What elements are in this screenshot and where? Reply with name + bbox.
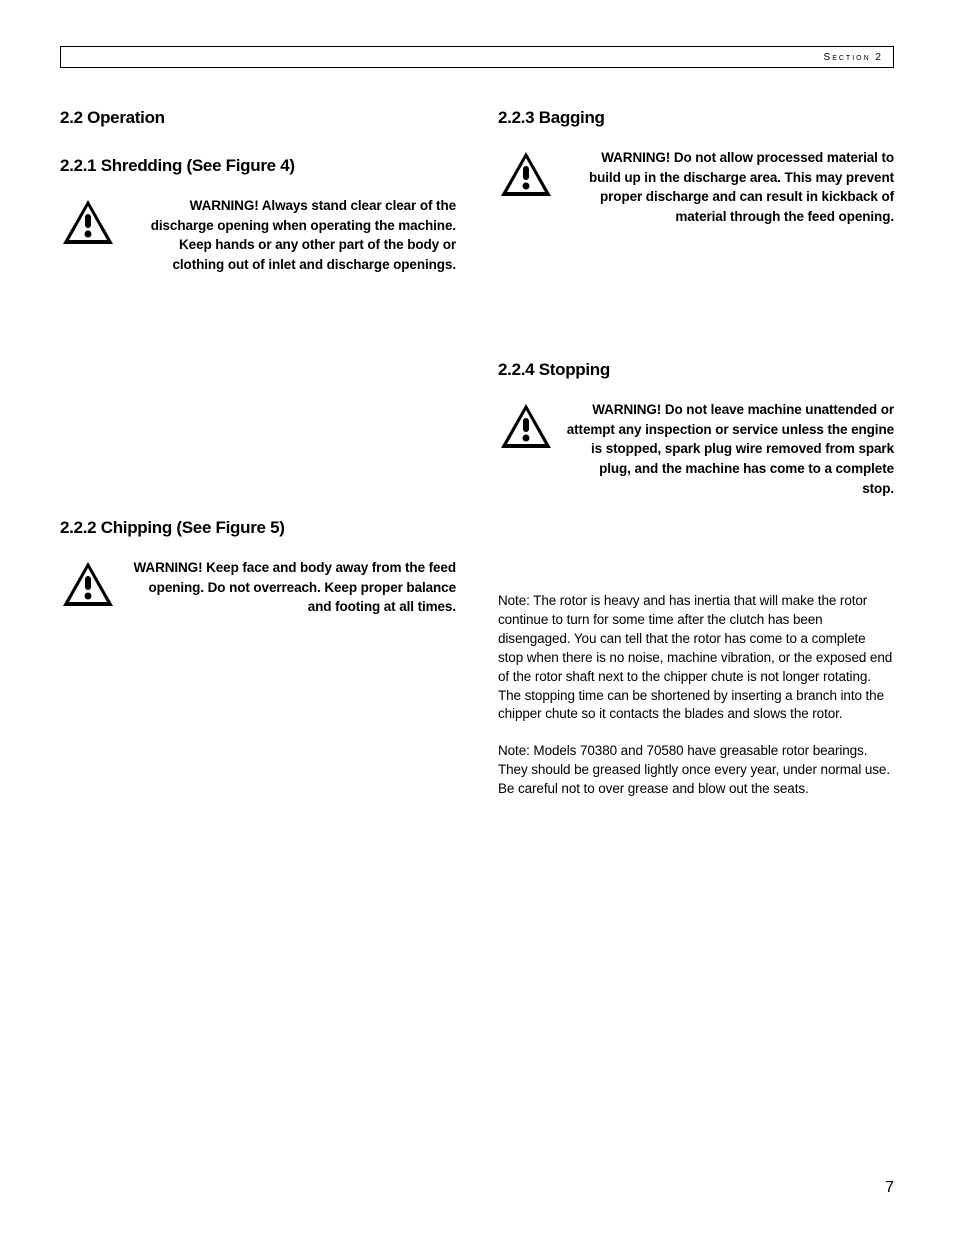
note-rotor: Note: The rotor is heavy and has inertia… [498, 592, 894, 724]
spacer [498, 522, 894, 592]
warning-icon [498, 400, 554, 498]
warning-icon [498, 148, 554, 226]
left-column: 2.2 Operation 2.2.1 Shredding (See Figur… [60, 108, 456, 817]
heading-shredding: 2.2.1 Shredding (See Figure 4) [60, 156, 456, 176]
heading-operation: 2.2 Operation [60, 108, 456, 128]
page-number: 7 [885, 1179, 894, 1197]
warning-chipping-text: WARNING! Keep face and body away from th… [128, 558, 456, 617]
heading-bagging: 2.2.3 Bagging [498, 108, 894, 128]
warning-stopping-block: WARNING! Do not leave machine unattended… [498, 400, 894, 498]
warning-shredding-block: WARNING! Always stand clear clear of the… [60, 196, 456, 274]
note-models: Note: Models 70380 and 70580 have greasa… [498, 742, 894, 799]
warning-chipping-block: WARNING! Keep face and body away from th… [60, 558, 456, 617]
warning-bagging-block: WARNING! Do not allow processed material… [498, 148, 894, 226]
warning-bagging-text: WARNING! Do not allow processed material… [566, 148, 894, 226]
spacer [498, 250, 894, 360]
content-columns: 2.2 Operation 2.2.1 Shredding (See Figur… [60, 108, 894, 817]
heading-chipping: 2.2.2 Chipping (See Figure 5) [60, 518, 456, 538]
warning-icon [60, 196, 116, 274]
section-header: Section 2 [60, 46, 894, 68]
warning-shredding-text: WARNING! Always stand clear clear of the… [128, 196, 456, 274]
spacer [60, 298, 456, 518]
right-column: 2.2.3 Bagging WARNING! Do not allow proc… [498, 108, 894, 817]
heading-stopping: 2.2.4 Stopping [498, 360, 894, 380]
warning-stopping-text: WARNING! Do not leave machine unattended… [566, 400, 894, 498]
section-label: Section 2 [824, 52, 883, 63]
warning-icon [60, 558, 116, 617]
